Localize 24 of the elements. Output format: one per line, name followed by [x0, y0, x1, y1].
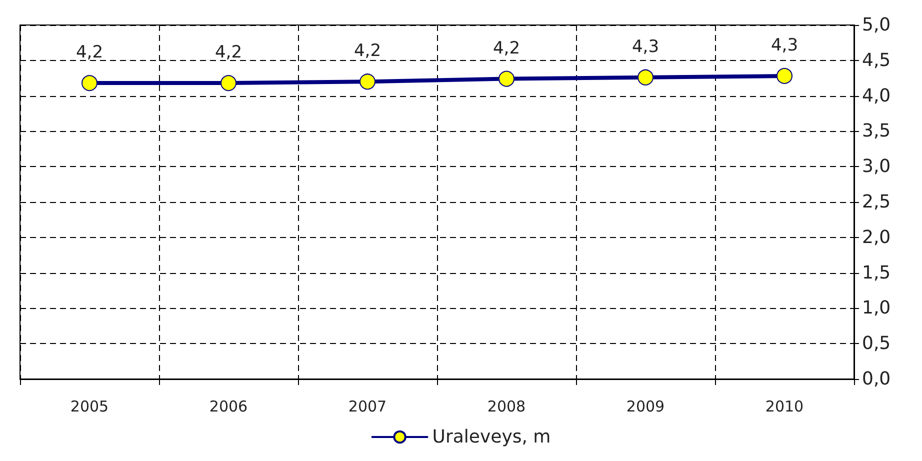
data-label: 4,2	[492, 38, 520, 58]
y-tick-label: 4,5	[862, 50, 891, 71]
y-tick-label: 0,5	[862, 333, 891, 354]
x-tick-label: 2010	[765, 398, 804, 416]
x-tick-label: 2009	[626, 398, 665, 416]
x-tick-label: 2006	[209, 398, 248, 416]
data-label: 4,2	[76, 42, 104, 63]
y-tick-label: 1,0	[862, 298, 891, 319]
legend-label: Uraleveys, m	[432, 426, 551, 448]
y-tick-label: 2,5	[862, 192, 891, 212]
y-tick-label: 3,0	[862, 156, 891, 178]
y-tick-label: 1,5	[862, 262, 891, 284]
x-tick-label: 2008	[487, 398, 526, 416]
y-tick-label: 2,0	[862, 226, 891, 248]
data-label: 4,2	[354, 41, 382, 62]
y-tick-label: 4,0	[862, 85, 891, 106]
x-tick-label: 2007	[348, 398, 387, 416]
y-tick-label: 3,5	[862, 120, 891, 142]
y-tick-label: 0,0	[862, 368, 891, 390]
x-tick-label: 2005	[70, 398, 109, 416]
data-label: 4,3	[770, 35, 798, 56]
data-label: 4,2	[214, 42, 242, 63]
y-tick-label: 5,0	[862, 14, 891, 36]
data-label: 4,3	[632, 36, 660, 57]
